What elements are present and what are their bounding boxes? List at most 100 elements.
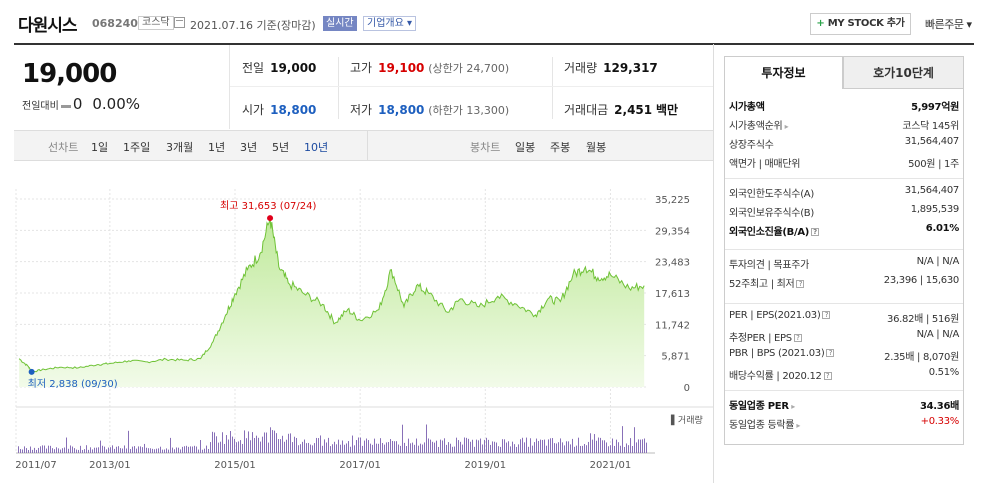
y-tick-label: 23,483 [655, 258, 690, 269]
stock-code: 068240 [92, 17, 138, 30]
tab-investment-info[interactable]: 투자정보 [724, 56, 843, 89]
volume-bar [280, 439, 281, 453]
min-point [28, 368, 35, 375]
low-price: 저가 18,800 (하한가 13,300) [350, 101, 509, 118]
volume-bar [602, 440, 603, 453]
volume-bar [444, 438, 445, 453]
volume-bar [30, 446, 31, 453]
volume-bar [502, 439, 503, 453]
candle-daily[interactable]: 일봉 [515, 141, 536, 154]
volume-bar [32, 449, 33, 453]
volume-bar [416, 438, 417, 453]
volume-bar [144, 443, 145, 453]
volume-bar [148, 448, 149, 453]
volume-bar [262, 436, 263, 453]
info-value: 31,564,407 [904, 136, 960, 147]
volume-bar [558, 442, 559, 453]
arrow-icon[interactable]: ▸ [782, 122, 789, 131]
period-10y[interactable]: 10년 [304, 141, 329, 154]
volume-bar [518, 444, 519, 453]
price-change: 전일대비 0 0.00% [22, 95, 140, 113]
tab-orderbook[interactable]: 호가10단계 [843, 56, 964, 89]
info-row: 투자의견 | 목표주가 N/A | N/A [729, 256, 959, 272]
volume-bar [246, 438, 247, 453]
arrow-icon[interactable]: ▸ [788, 402, 795, 411]
volume-bar [76, 449, 77, 453]
volume-bar [404, 442, 405, 453]
volume-bar [600, 437, 601, 453]
help-icon[interactable]: ? [796, 280, 805, 288]
info-key: 배당수익률 | 2020.12? [729, 367, 832, 382]
volume-bar [548, 439, 549, 453]
volume-bar [178, 447, 179, 453]
volume-bar [98, 447, 99, 453]
info-row: 52주최고 | 최저? 23,396 | 15,630 [729, 275, 959, 291]
period-3m[interactable]: 3개월 [166, 141, 194, 154]
volume-bar [504, 439, 505, 453]
volume-bar [130, 448, 131, 453]
volume-bar [540, 439, 541, 453]
info-value: 500원 | 1주 [908, 159, 959, 170]
info-row: 시가총액 5,997억원 [729, 98, 959, 114]
volume-bar [376, 443, 377, 453]
volume-bar [560, 438, 561, 453]
volume-bar [624, 446, 625, 453]
volume-bar [110, 447, 111, 453]
info-row: 시가총액순위 ▸ 코스닥 145위 [729, 117, 959, 133]
candle-monthly[interactable]: 월봉 [586, 141, 607, 154]
volume-bar [406, 446, 407, 453]
volume-bar [456, 437, 457, 453]
volume-bar [424, 442, 425, 453]
period-3y[interactable]: 3년 [240, 141, 258, 154]
volume-bar [294, 436, 295, 453]
add-mystock-button[interactable]: + MY STOCK 추가 [810, 13, 911, 35]
corp-info-dropdown[interactable]: 기업개요 ▾ [363, 16, 416, 31]
help-icon[interactable]: ? [826, 349, 835, 357]
volume-bar [46, 448, 47, 453]
info-key: 외국인한도주식수(A) [729, 189, 814, 200]
volume-bar [498, 446, 499, 453]
volume-bar [550, 438, 551, 453]
volume-bar [288, 433, 289, 453]
arrow-icon[interactable]: ▸ [794, 421, 801, 430]
quick-order-dropdown[interactable]: 빠른주문 ▾ [925, 18, 972, 31]
volume-bar [278, 439, 279, 453]
period-1y[interactable]: 1년 [208, 141, 226, 154]
period-1d[interactable]: 1일 [91, 141, 109, 154]
volume-bar [646, 442, 647, 453]
help-icon[interactable]: ? [823, 372, 832, 380]
candle-weekly[interactable]: 주봉 [550, 141, 571, 154]
volume: 거래량 129,317 [564, 59, 658, 76]
info-key: 추정PER | EPS? [729, 329, 802, 344]
trade-amount-unit: 백만 [655, 103, 679, 117]
volume-bar [496, 442, 497, 453]
info-key: 액면가 | 매매단위 [729, 159, 801, 170]
help-icon[interactable]: ? [811, 228, 820, 236]
volume-bar [22, 449, 23, 453]
volume-bar [18, 446, 19, 453]
volume-bar [204, 448, 205, 453]
volume-bar [154, 449, 155, 453]
realtime-button[interactable]: 실시간 [323, 16, 357, 31]
volume-bar [476, 439, 477, 453]
period-5y[interactable]: 5년 [272, 141, 290, 154]
volume-bar [430, 439, 431, 453]
volume-bar [640, 439, 641, 453]
volume-bar [532, 445, 533, 453]
volume-bar [264, 432, 265, 453]
volume-bar [582, 445, 583, 453]
info-divider [725, 390, 963, 391]
volume-bar [510, 446, 511, 453]
info-row: PER | EPS(2021.03)? 36.82배 | 516원 [729, 310, 959, 326]
help-icon[interactable]: ? [822, 311, 831, 319]
info-key: 외국인보유주식수(B) [729, 208, 814, 219]
base-date: 2021.07.16 기준(장마감) [190, 19, 316, 32]
high-price-label: 고가 [350, 61, 373, 75]
volume-bar [604, 440, 605, 453]
volume-bar [372, 444, 373, 453]
help-icon[interactable]: ? [793, 334, 802, 342]
period-1w[interactable]: 1주일 [123, 141, 151, 154]
volume-bar [64, 447, 65, 453]
stock-header: 다원시스 068240 코스닥 2021.07.16 기준(장마감) 실시간 기… [0, 0, 994, 44]
volume-bar [606, 442, 607, 453]
